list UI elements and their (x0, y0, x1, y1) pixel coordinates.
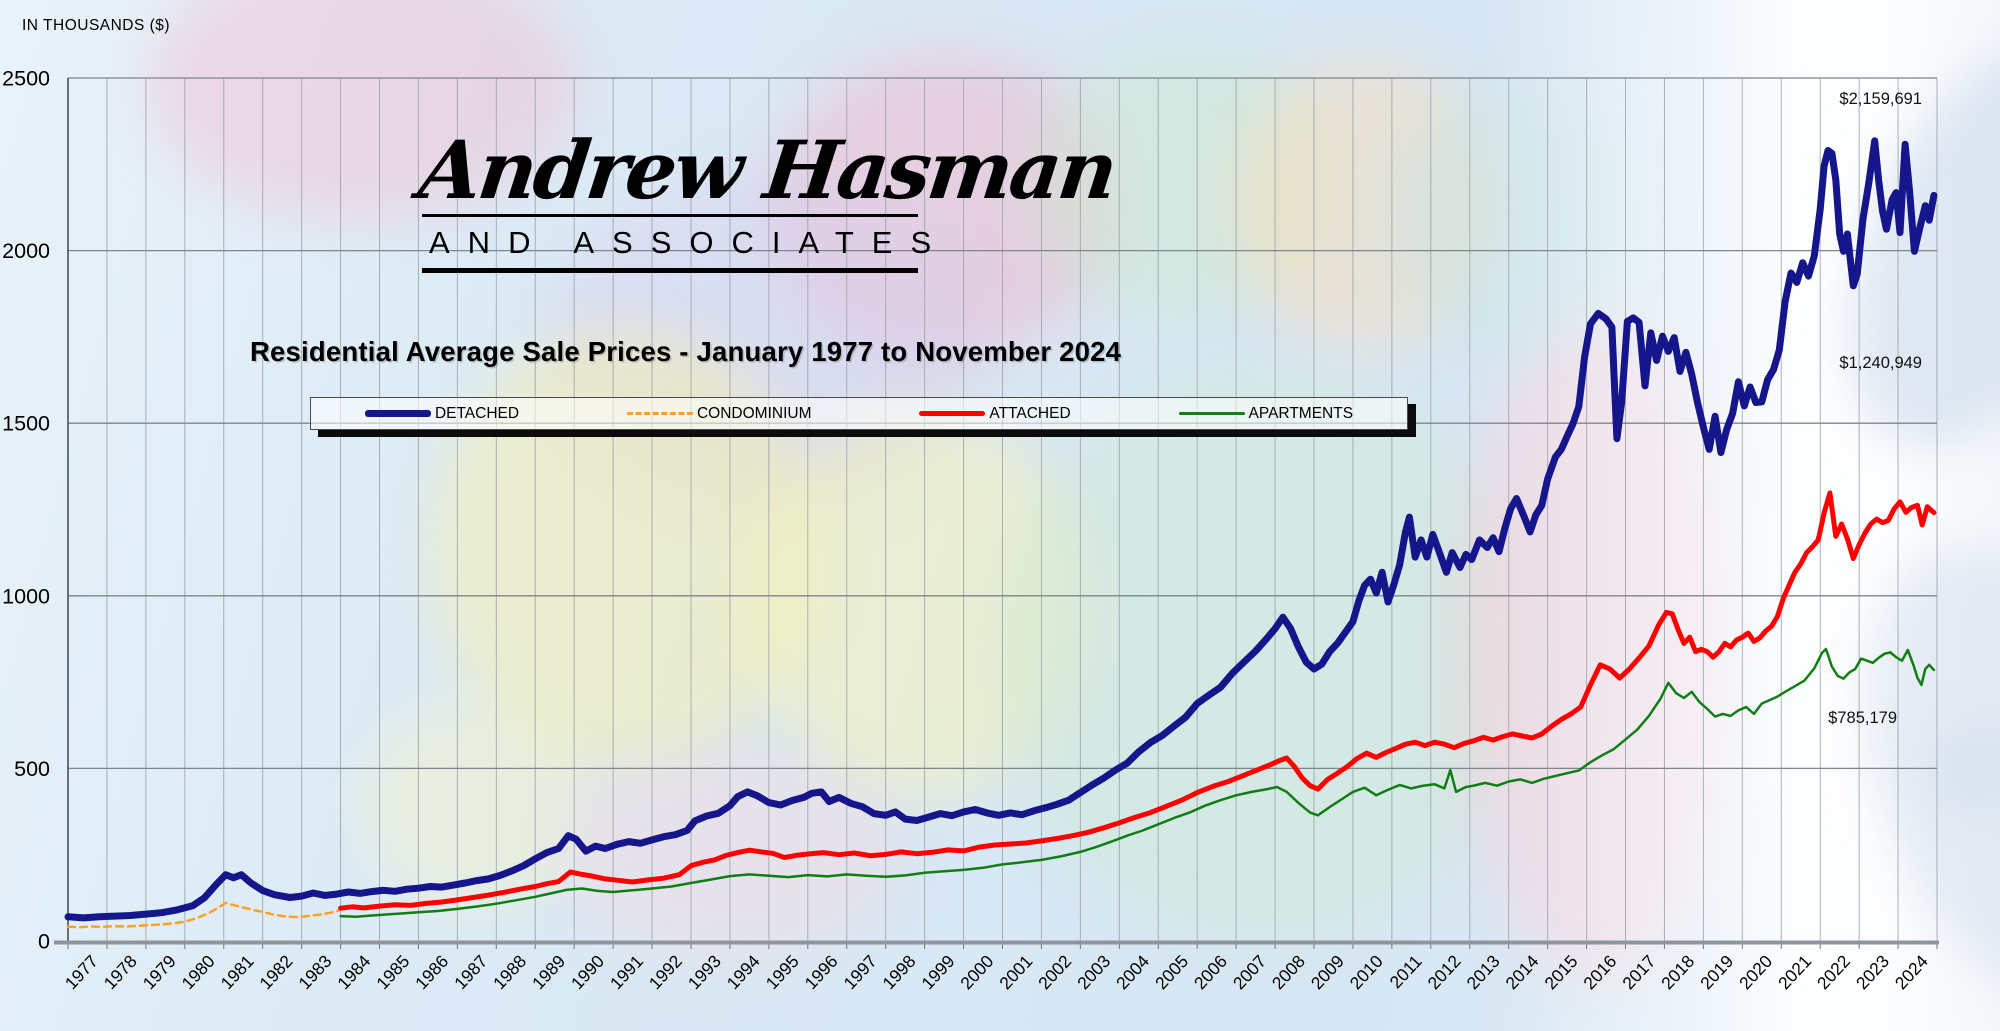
end-label-attached: $1,240,949 (1839, 354, 1922, 372)
end-label-apartments: $785,179 (1828, 709, 1897, 727)
x-tick-label-2004: 2004 (1112, 951, 1153, 993)
x-axis-labels: 1977197819791980198119821983198419851986… (61, 951, 1932, 993)
x-tick-label-2016: 2016 (1579, 951, 1620, 993)
legend-label-attached: ATTACHED (989, 404, 1071, 422)
x-tick-label-1982: 1982 (255, 951, 296, 993)
x-tick-label-2021: 2021 (1774, 951, 1815, 993)
x-tick-label-1990: 1990 (567, 951, 608, 993)
x-tick-label-2019: 2019 (1696, 951, 1737, 993)
y-tick-label: 2000 (2, 239, 50, 263)
y-tick-label: 2500 (2, 67, 50, 91)
x-tick-label-1983: 1983 (294, 951, 335, 993)
x-tick-label-2006: 2006 (1190, 951, 1231, 993)
x-tick-label-1979: 1979 (139, 951, 180, 993)
x-tick-label-2008: 2008 (1268, 951, 1309, 993)
end-label-detached: $2,159,691 (1839, 90, 1922, 108)
x-tick-label-1992: 1992 (645, 951, 686, 993)
legend-item-attached: ATTACHED (919, 404, 1071, 423)
x-tick-label-1977: 1977 (61, 951, 102, 993)
x-tick-label-1978: 1978 (100, 951, 141, 993)
series-end-labels: $2,159,691 $1,240,949 $785,179 (1828, 90, 1922, 727)
chart-legend: DETACHED CONDOMINIUM ATTACHED APARTMENTS (310, 397, 1408, 430)
x-tick-label-1987: 1987 (450, 951, 491, 993)
x-tick-label-2013: 2013 (1462, 951, 1503, 993)
legend-item-detached: DETACHED (364, 404, 520, 423)
legend-line-sample-apartments (1178, 412, 1245, 415)
x-tick-label-2005: 2005 (1151, 951, 1192, 993)
y-tick-label: 500 (14, 757, 50, 781)
legend-line-sample-attached (919, 411, 986, 416)
x-tick-label-1996: 1996 (801, 951, 842, 993)
x-tick-label-2007: 2007 (1229, 951, 1270, 993)
x-tick-label-2012: 2012 (1424, 951, 1465, 993)
logo-subtitle: AND ASSOCIATES (429, 225, 950, 260)
logo-script-name: Andrew Hasman (414, 123, 1120, 217)
x-tick-label-1989: 1989 (528, 951, 569, 993)
x-tick-label-2014: 2014 (1501, 951, 1542, 993)
legend-label-apartments: APARTMENTS (1248, 404, 1354, 422)
legend-line-sample-detached (364, 410, 431, 417)
x-tick-label-1980: 1980 (178, 951, 219, 993)
x-tick-label-2024: 2024 (1891, 951, 1932, 993)
x-tick-label-2002: 2002 (1034, 951, 1075, 993)
x-tick-label-1981: 1981 (216, 951, 257, 993)
legend-label-detached: DETACHED (434, 404, 520, 422)
x-tick-label-1991: 1991 (606, 951, 647, 993)
map-blob (150, 0, 580, 220)
x-tick-label-2020: 2020 (1735, 951, 1776, 993)
x-gridlines (67, 78, 1938, 949)
logo-divider-thick (422, 268, 918, 273)
x-tick-label-1988: 1988 (489, 951, 530, 993)
legend-label-condominium: CONDOMINIUM (696, 404, 812, 422)
x-tick-label-1994: 1994 (723, 951, 764, 993)
map-blob (1000, 370, 1530, 940)
series-line-attached (338, 490, 1937, 911)
x-tick-label-2017: 2017 (1618, 951, 1659, 993)
x-tick-label-1984: 1984 (333, 951, 374, 993)
x-tick-label-1985: 1985 (372, 951, 413, 993)
x-tick-label-2018: 2018 (1657, 951, 1698, 993)
x-tick-label-2009: 2009 (1307, 951, 1348, 993)
x-tick-label-1999: 1999 (917, 951, 958, 993)
chart-title: Residential Average Sale Prices - Januar… (250, 336, 1122, 367)
x-tick-label-2001: 2001 (995, 951, 1036, 993)
x-tick-label-2010: 2010 (1346, 951, 1387, 993)
legend-line-sample-condominium (626, 412, 693, 415)
series-line-detached (64, 137, 1938, 922)
x-tick-label-2022: 2022 (1813, 951, 1854, 993)
x-tick-label-2023: 2023 (1852, 951, 1893, 993)
x-tick-label-2011: 2011 (1386, 951, 1426, 992)
y-tick-label: 1000 (2, 584, 50, 608)
x-tick-label-1997: 1997 (839, 951, 880, 993)
x-tick-label-2015: 2015 (1540, 951, 1581, 993)
x-tick-label-2000: 2000 (956, 951, 997, 993)
y-tick-label: 1500 (2, 412, 50, 436)
logo-divider-thin (422, 214, 918, 217)
y-axis-unit-label: IN THOUSANDS ($) (22, 17, 171, 34)
x-tick-label-1993: 1993 (684, 951, 725, 993)
series-line-condominium (66, 901, 340, 929)
legend-item-apartments: APARTMENTS (1178, 404, 1354, 423)
y-axis-labels: 0 500 1000 1500 2000 2500 (2, 67, 50, 954)
map-blob (360, 700, 590, 910)
series-line-apartments (339, 647, 1936, 919)
company-logo: Andrew Hasman AND ASSOCIATES (414, 123, 1120, 273)
y-tick-label: 0 (38, 930, 50, 954)
legend-item-condominium: CONDOMINIUM (626, 404, 812, 423)
x-tick-label-1986: 1986 (411, 951, 452, 993)
x-tick-label-1998: 1998 (878, 951, 919, 993)
x-tick-label-2003: 2003 (1073, 951, 1114, 993)
background-swoosh (1930, 730, 2000, 810)
axes (54, 78, 1939, 945)
x-tick-label-1995: 1995 (762, 951, 803, 993)
